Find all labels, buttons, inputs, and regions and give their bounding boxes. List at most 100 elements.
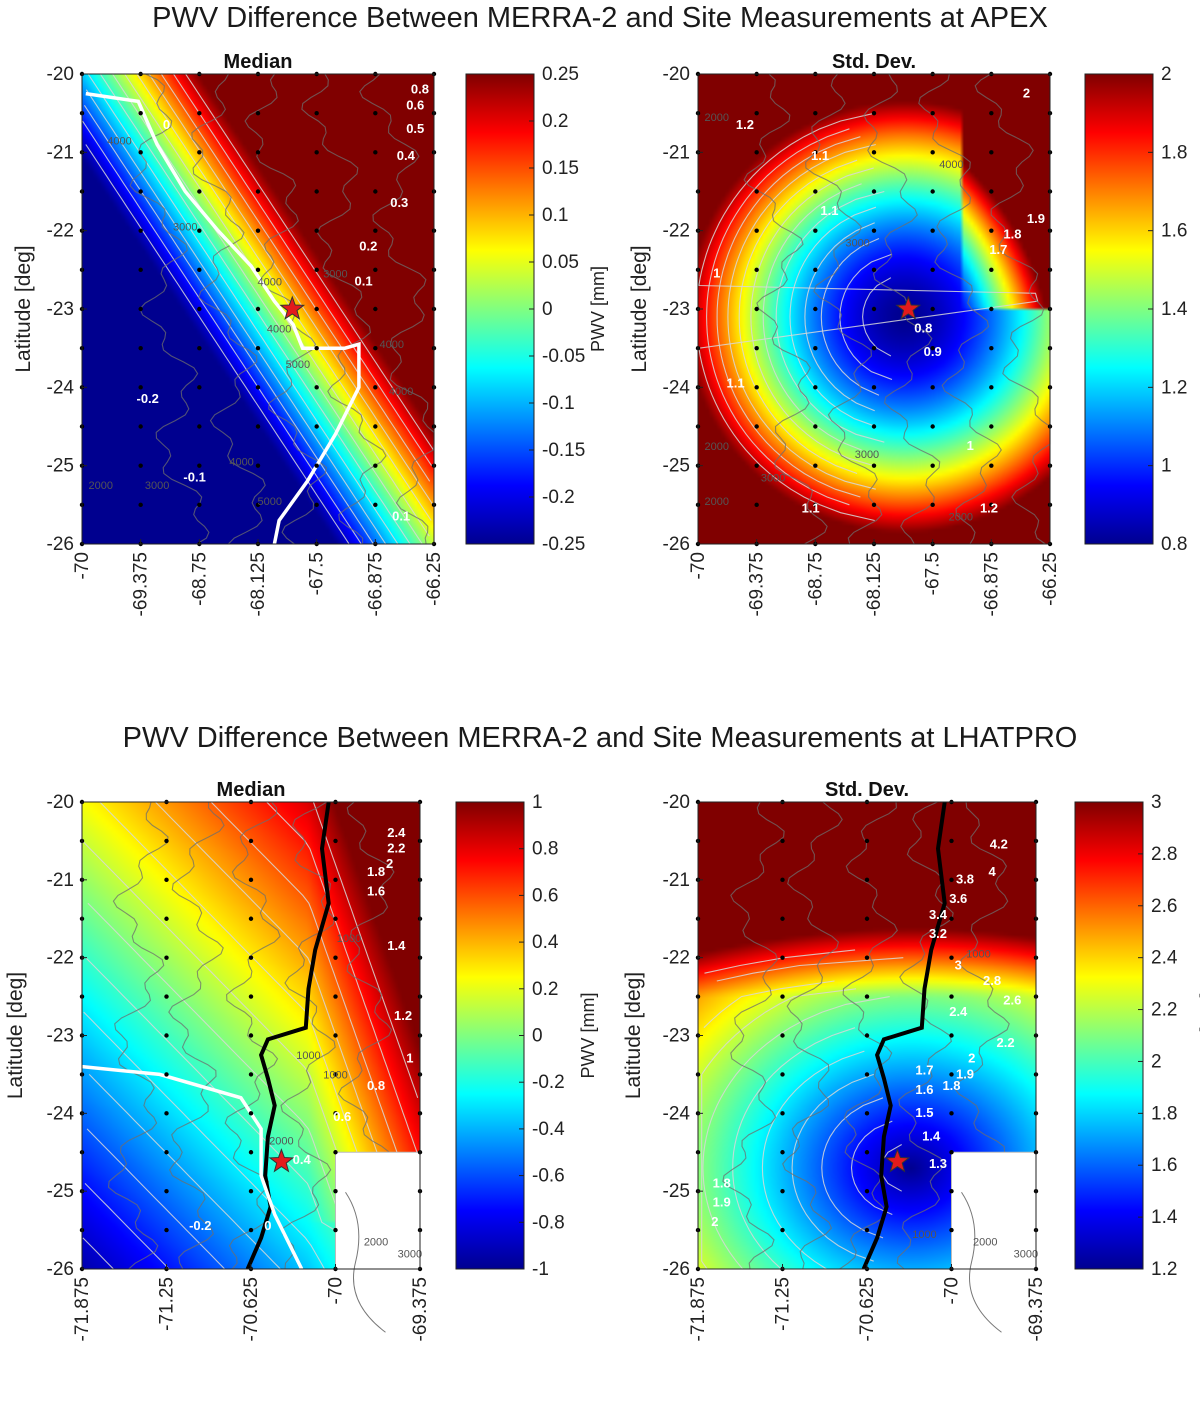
grid-dot <box>930 306 935 312</box>
elevation-label: 3000 <box>398 1248 422 1260</box>
grid-dot <box>255 502 261 508</box>
x-tick-label: -70 <box>72 552 93 579</box>
grid-dot <box>373 267 378 273</box>
grid-dot <box>138 189 143 194</box>
chart-panel-0: 0.80.6 0.5 0.4 0.3 0.2 0.1 0.1 -0.2 -0.1 0 4000 300… <box>12 51 608 616</box>
grid-dot <box>930 385 935 390</box>
x-tick-label: -66.25 <box>424 552 445 606</box>
grid-dot <box>197 306 202 312</box>
grid-dot <box>989 502 994 508</box>
grid-dot <box>333 1188 338 1194</box>
grid-dot <box>373 502 378 508</box>
pwv-contour-line <box>704 949 856 974</box>
colorbar-tick-label: 0 <box>542 299 553 320</box>
contour-label: 2.6 <box>1003 992 1021 1007</box>
x-tick-label: -68.75 <box>805 552 826 606</box>
x-tick-label: -69.375 <box>131 552 152 616</box>
y-tick-label: -26 <box>663 1259 690 1280</box>
elevation-label: 3000 <box>145 480 169 492</box>
colorbar-tick-label: 1 <box>532 792 543 813</box>
grid-dot <box>754 502 759 508</box>
pwv-contour-line <box>716 136 861 498</box>
grid-dot <box>314 345 319 351</box>
colorbar-tick-label: 2.6 <box>1151 896 1177 917</box>
elevation-line <box>743 73 828 545</box>
grid-dot <box>864 1033 870 1038</box>
grid-dot <box>949 1072 954 1077</box>
contour-label: 0 <box>264 1218 271 1233</box>
grid-dot <box>138 150 143 155</box>
grid-dot <box>780 916 785 921</box>
y-tick-label: -23 <box>663 299 690 320</box>
pwv-contour-line <box>84 1183 170 1270</box>
grid-dot <box>864 838 870 844</box>
colorbar-tick-label: 0.8 <box>1161 534 1187 555</box>
contour-label: 1.2 <box>980 501 998 516</box>
grid-dot <box>780 1111 785 1116</box>
grid-dot <box>780 994 785 999</box>
grid-dot <box>248 916 254 921</box>
y-tick-label: -22 <box>663 948 690 969</box>
elevation-label: 2000 <box>364 1237 388 1249</box>
x-tick-label: -69.375 <box>1026 1277 1047 1341</box>
y-tick-label: -24 <box>47 377 75 398</box>
elevation-label: 3000 <box>855 449 879 461</box>
pwv-contour-line <box>789 206 877 428</box>
grid-dot <box>949 877 954 883</box>
contour-label: 3.2 <box>929 926 947 941</box>
contour-label: 0.8 <box>367 1078 385 1093</box>
grid-dot <box>989 345 994 351</box>
contour-label: 0.6 <box>333 1109 351 1124</box>
y-tick-label: -20 <box>663 792 690 813</box>
contour-label: 2.8 <box>983 973 1001 988</box>
contour-label: 1 <box>713 266 720 281</box>
y-tick-label: -20 <box>47 792 74 813</box>
grid-dot <box>864 916 870 921</box>
colorbar-tick-label: -0.25 <box>542 534 585 555</box>
grid-dot <box>314 502 319 508</box>
pwv-contour-line <box>706 128 850 506</box>
colorbar-tick-label: 2 <box>1151 1051 1162 1072</box>
y-tick-label: -22 <box>47 221 74 242</box>
site-star-marker <box>884 1148 911 1173</box>
grid-dot <box>871 502 877 508</box>
grid-dot <box>989 267 994 273</box>
grid-dot <box>333 916 338 921</box>
pwv-contour-line <box>698 112 1039 522</box>
pwv-contour-line <box>732 1027 856 1270</box>
y-tick-label: -22 <box>663 221 690 242</box>
grid-dot <box>197 463 202 468</box>
pwv-contour-line <box>86 1128 226 1270</box>
x-tick-label: -66.875 <box>981 552 1002 616</box>
contour-label: 0.6 <box>406 97 424 112</box>
grid-dot <box>754 424 759 429</box>
elevation-line <box>974 73 1051 545</box>
grid-dot <box>989 424 994 429</box>
grid-dot <box>333 955 338 960</box>
contour-label: 1.5 <box>915 1105 933 1120</box>
grid-dot <box>314 385 319 390</box>
elevation-line <box>359 73 435 545</box>
colorbar-tick-label: 2.8 <box>1151 844 1177 865</box>
grid-dot <box>248 1072 254 1077</box>
grid-dot <box>314 110 319 116</box>
colorbar-tick-label: -0.05 <box>542 346 585 367</box>
elevation-line <box>839 801 898 1270</box>
colorbar-tick-label: -0.2 <box>542 487 575 508</box>
elevation-label: 1000 <box>966 949 990 961</box>
colorbar-tick-label: 0.1 <box>542 205 568 226</box>
contour-label: 3 <box>955 957 962 972</box>
grid-dot <box>754 306 759 312</box>
pwv-contour-line <box>185 73 434 451</box>
y-tick-label: -26 <box>663 534 690 555</box>
y-tick-label: -25 <box>47 1181 74 1202</box>
grid-dot <box>373 385 378 390</box>
grid-dot <box>164 838 169 844</box>
grid-dot <box>248 955 254 960</box>
pwv-contour-line <box>839 253 893 381</box>
grid-dot <box>138 306 143 312</box>
grid-dot <box>930 502 935 508</box>
y-tick-label: -26 <box>47 534 74 555</box>
colorbar-tick-label: 0.25 <box>542 64 579 85</box>
grid-dot <box>780 1188 785 1194</box>
